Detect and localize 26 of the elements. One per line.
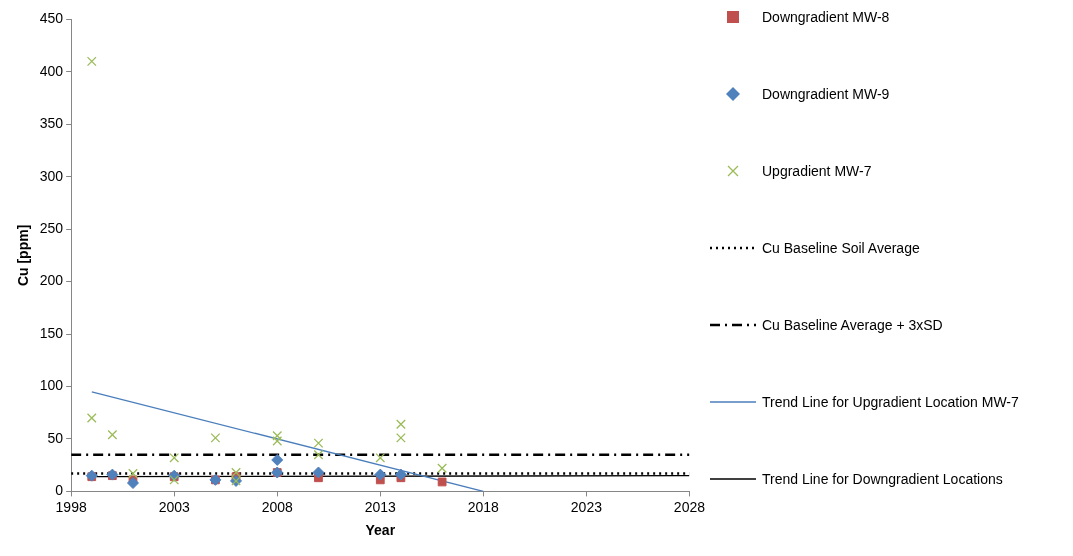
legend-label: Upgradient MW-7 <box>762 162 873 180</box>
y-tick-label: 400 <box>39 62 64 79</box>
y-tick-label: 0 <box>55 482 64 499</box>
x-tick-label: 2018 <box>467 498 500 515</box>
y-axis-title: Cu [ppm] <box>15 224 32 287</box>
y-tick-label: 100 <box>39 377 64 394</box>
y-tick-label: 50 <box>47 429 64 446</box>
legend-label: Trend Line for Upgradient Location MW-7 <box>762 393 1020 411</box>
x-tick-label: 2023 <box>570 498 603 515</box>
y-tick-label: 350 <box>39 115 64 132</box>
x-tick-label: 2013 <box>364 498 397 515</box>
y-tick-label: 250 <box>39 220 64 237</box>
legend-label: Cu Baseline Soil Average <box>762 239 921 257</box>
y-tick-label: 200 <box>39 272 64 289</box>
legend-label: Downgradient MW-9 <box>762 85 891 103</box>
legend-label: Downgradient MW-8 <box>762 8 891 26</box>
legend-label: Cu Baseline Average + 3xSD <box>762 316 944 334</box>
y-tick-label: 150 <box>39 324 64 341</box>
x-tick-label: 1998 <box>55 498 87 515</box>
x-tick-label: 2028 <box>673 498 706 515</box>
x-tick-label: 2003 <box>158 498 190 515</box>
y-tick-label: 450 <box>39 10 64 27</box>
x-tick-label: 2008 <box>261 498 294 515</box>
legend-label: Trend Line for Downgradient Locations <box>762 470 1004 488</box>
y-tick-label: 300 <box>39 167 64 184</box>
x-axis-title: Year <box>365 522 396 539</box>
